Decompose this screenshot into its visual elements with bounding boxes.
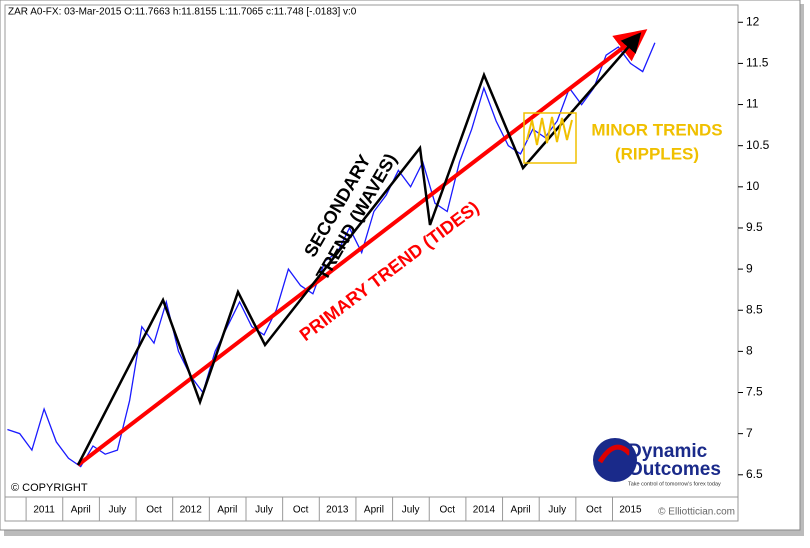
- x-tick-label: July: [255, 505, 273, 516]
- y-tick-label: 12: [746, 14, 760, 28]
- source: © Elliottician.com: [658, 507, 735, 518]
- x-tick-label: Oct: [146, 505, 162, 516]
- y-tick-label: 8: [746, 344, 753, 358]
- x-tick-label: Oct: [586, 505, 602, 516]
- minor-trend-box: [523, 112, 577, 164]
- secondary-trend-line: [76, 32, 642, 466]
- x-tick-label: April: [217, 505, 237, 516]
- y-tick-label: 7.5: [746, 385, 763, 399]
- x-axis-band: [4, 496, 739, 522]
- ripple-line: [526, 116, 573, 146]
- copyright: © COPYRIGHT: [11, 482, 88, 494]
- plot-area: [4, 4, 739, 498]
- logo-tagline: Take control of tomorrow's forex today: [628, 481, 721, 487]
- y-tick-label: 6.5: [746, 467, 763, 481]
- x-tick-label: Oct: [293, 505, 309, 516]
- y-tick-label: 10: [746, 179, 760, 193]
- y-tick-label: 11: [746, 97, 759, 111]
- x-tick-label: April: [71, 505, 91, 516]
- y-tick-label: 9: [746, 261, 753, 275]
- price-line: [7, 42, 656, 468]
- x-tick-label: 2013: [326, 505, 349, 516]
- x-tick-label: July: [548, 505, 566, 516]
- logo: Dynamic Outcomes Take control of tomorro…: [593, 438, 721, 487]
- y-tick-label: 9.5: [746, 220, 763, 234]
- x-tick-label: July: [402, 505, 420, 516]
- x-tick-label: 2011: [33, 505, 55, 516]
- annotation: MINOR TRENDS: [591, 120, 722, 139]
- y-tick-label: 11.5: [746, 56, 769, 70]
- logo-text: Dynamic: [628, 441, 708, 462]
- primary-trend-arrow: [76, 29, 648, 467]
- y-tick-label: 10.5: [746, 138, 770, 152]
- x-tick-label: April: [364, 505, 384, 516]
- x-tick-label: Oct: [439, 505, 455, 516]
- logo-swoosh: [597, 444, 632, 464]
- annotation: (RIPPLES): [615, 144, 699, 163]
- x-tick-label: 2015: [619, 505, 642, 516]
- x-tick-label: April: [511, 505, 531, 516]
- plot: [7, 42, 656, 468]
- y-tick-label: 8.5: [746, 302, 763, 316]
- chart-title: ZAR A0-FX: 03-Mar-2015 O:11.7663 h:11.81…: [8, 7, 357, 18]
- y-tick-label: 7: [746, 426, 753, 440]
- x-tick-label: 2014: [473, 505, 496, 516]
- x-tick-label: July: [108, 505, 126, 516]
- logo-text: Outcomes: [628, 459, 721, 480]
- x-tick-label: 2012: [180, 505, 203, 516]
